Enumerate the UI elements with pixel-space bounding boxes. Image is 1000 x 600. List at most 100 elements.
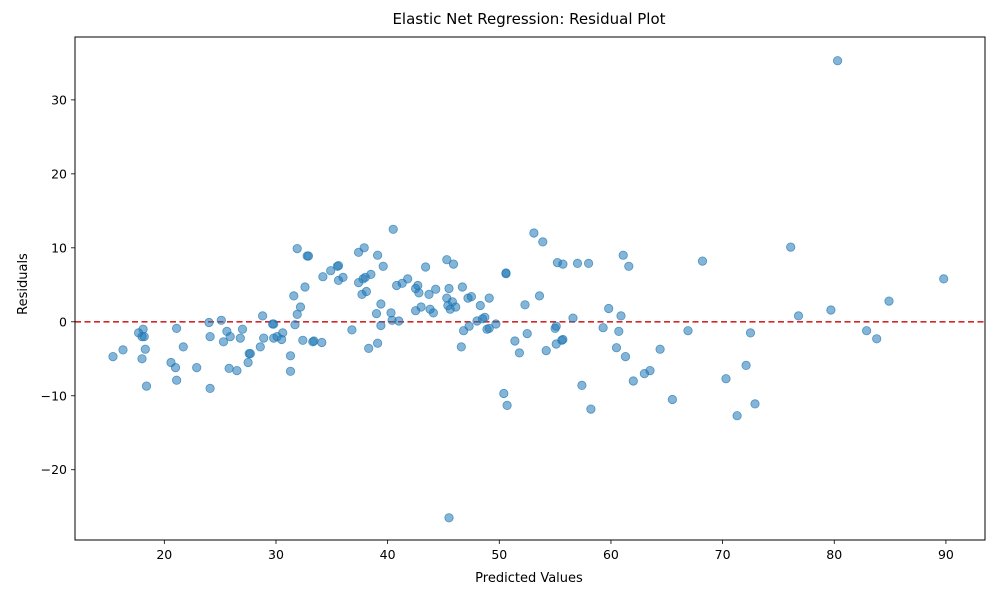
data-point (216, 315, 226, 325)
data-point (618, 250, 628, 260)
data-point (366, 269, 376, 279)
data-point (326, 266, 336, 276)
data-point (448, 259, 459, 269)
data-point (697, 256, 708, 266)
data-point (414, 288, 424, 298)
data-point (721, 374, 731, 384)
data-point (529, 228, 539, 238)
data-point (491, 319, 501, 329)
data-point (245, 348, 255, 359)
data-point (137, 354, 147, 364)
data-point (170, 362, 181, 373)
data-point (172, 323, 182, 333)
data-point (499, 388, 509, 399)
data-point (501, 269, 511, 279)
data-point (620, 351, 631, 362)
data-point (298, 335, 308, 345)
y-tick-label: 0 (59, 314, 67, 329)
data-point (361, 286, 371, 297)
data-point (568, 313, 578, 323)
data-point (259, 333, 269, 343)
data-point (611, 343, 622, 353)
data-point (861, 326, 872, 336)
data-point (394, 316, 404, 326)
data-point (475, 300, 485, 311)
data-point (484, 323, 494, 333)
data-point (786, 242, 796, 252)
data-point (577, 380, 587, 390)
data-point (205, 383, 215, 393)
data-point (371, 308, 382, 319)
data-point (431, 284, 441, 294)
data-point (333, 260, 344, 271)
data-point (520, 300, 530, 310)
x-tick-label: 30 (268, 547, 284, 562)
data-point (456, 342, 466, 352)
data-points (108, 56, 949, 523)
data-point (732, 411, 742, 421)
data-point (510, 336, 520, 346)
x-tick-label: 40 (380, 547, 396, 562)
x-axis-label: Predicted Values (475, 571, 583, 586)
data-point (466, 291, 476, 302)
y-tick-label: 20 (51, 166, 67, 181)
data-point (480, 312, 490, 322)
data-point (303, 251, 313, 261)
data-point (292, 244, 302, 254)
data-point (598, 323, 608, 333)
data-point (255, 342, 265, 352)
data-point (376, 299, 386, 309)
data-point (192, 362, 202, 373)
data-point (257, 311, 268, 321)
data-point (289, 291, 299, 301)
data-point (428, 308, 438, 318)
data-point (269, 319, 279, 329)
data-point (583, 258, 594, 268)
data-point (139, 331, 149, 342)
data-point (457, 282, 467, 292)
data-point (884, 296, 894, 306)
x-axis-ticks: 20 30 40 50 60 70 80 90 (156, 540, 954, 562)
data-point (372, 250, 383, 260)
data-point (826, 305, 836, 315)
y-tick-label: −10 (41, 388, 67, 403)
data-point (108, 351, 118, 362)
x-tick-label: 20 (156, 547, 172, 562)
data-point (522, 328, 532, 339)
data-point (614, 326, 624, 336)
data-point (645, 365, 655, 376)
data-point (558, 259, 568, 269)
data-point (347, 325, 357, 335)
data-point (118, 345, 128, 355)
data-point (939, 274, 949, 284)
data-point (442, 255, 452, 265)
data-point (285, 366, 296, 376)
data-point (178, 342, 188, 352)
data-point (140, 344, 150, 354)
data-point (628, 376, 638, 386)
data-point (558, 334, 568, 345)
data-point (232, 365, 242, 376)
x-tick-label: 70 (715, 547, 731, 562)
y-tick-label: −20 (41, 462, 67, 477)
data-point (388, 224, 398, 234)
data-point (793, 311, 804, 321)
data-point (420, 262, 431, 272)
data-point (572, 258, 583, 268)
data-point (372, 338, 383, 348)
data-point (444, 513, 454, 523)
data-point (235, 333, 245, 343)
plot-area (74, 36, 986, 541)
data-point (376, 320, 386, 331)
data-point (616, 311, 626, 321)
y-tick-label: 30 (51, 92, 67, 107)
data-point (683, 326, 693, 336)
data-point (318, 272, 328, 282)
data-point (624, 261, 634, 271)
x-tick-label: 80 (826, 547, 842, 562)
plot-frame (74, 36, 986, 541)
data-point (741, 360, 751, 370)
data-point (424, 289, 434, 299)
data-point (204, 317, 214, 328)
data-point (224, 363, 234, 373)
